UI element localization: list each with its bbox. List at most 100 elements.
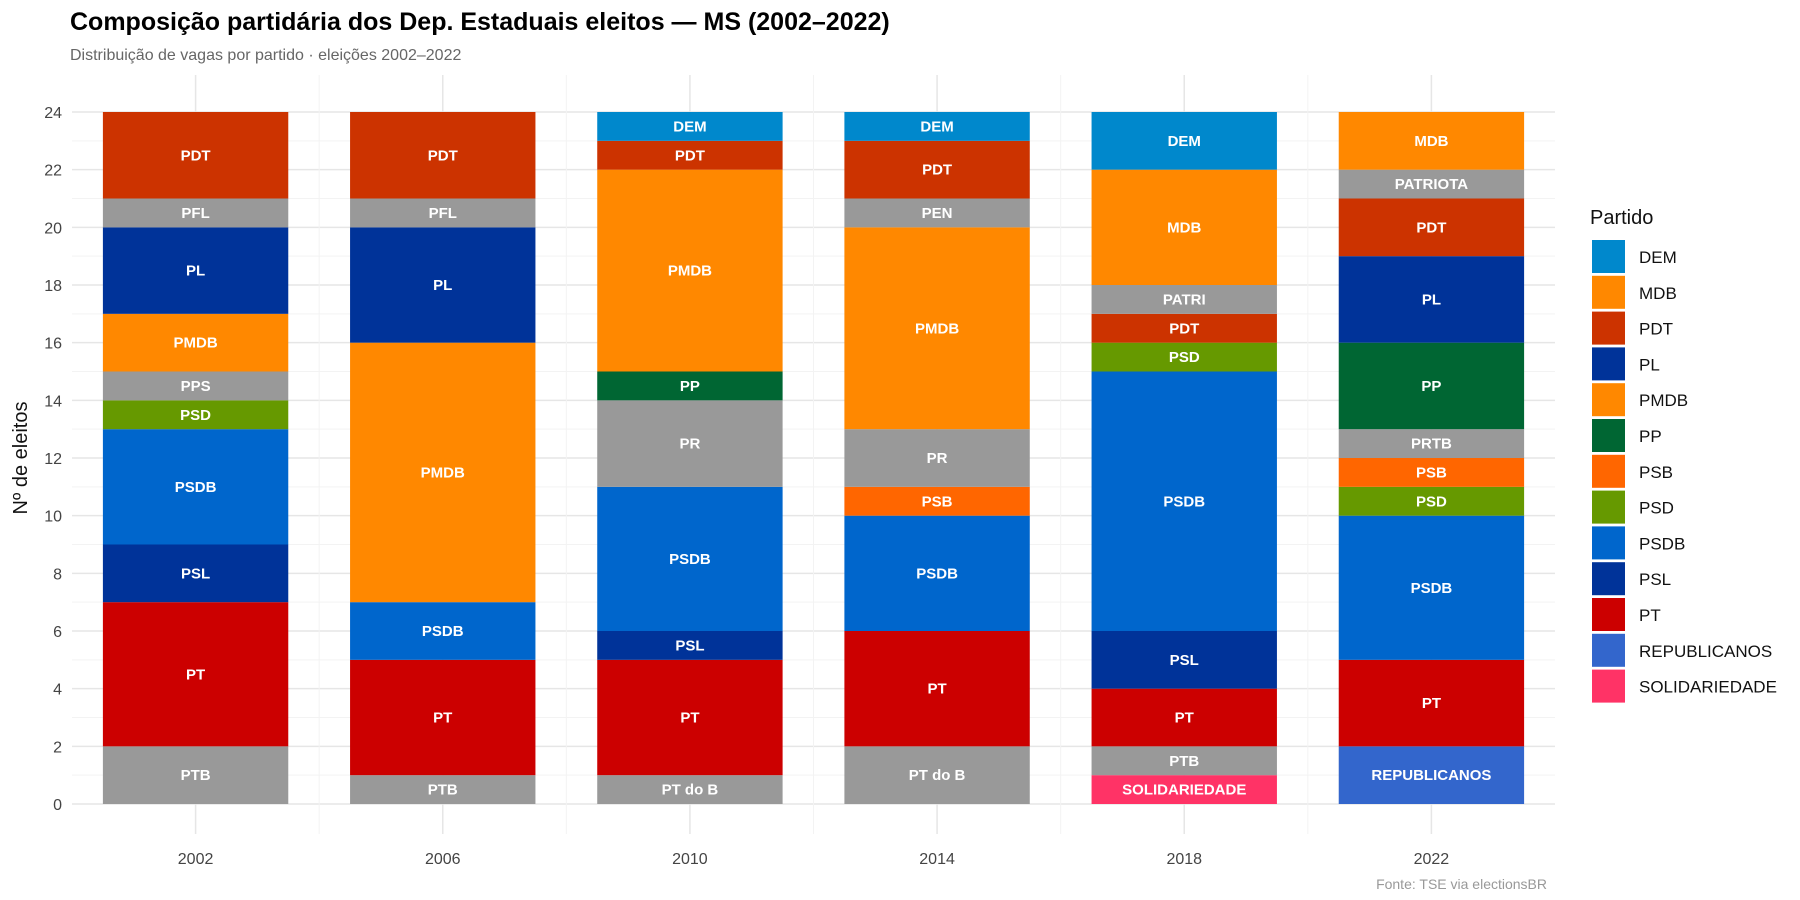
bar-segment [102, 400, 289, 430]
bar-segment [844, 112, 1030, 141]
y-tick-label: 6 [53, 624, 62, 641]
segment-label: PTB [428, 782, 458, 799]
legend-key [1592, 454, 1625, 488]
segment-label: DEM [673, 118, 706, 135]
bar-segment [350, 602, 536, 660]
bar-segment [1091, 371, 1277, 631]
bar-segment [1091, 342, 1277, 372]
segment-label: PL [186, 263, 205, 280]
segment-label: DEM [1168, 133, 1201, 150]
bar-segment [1338, 169, 1525, 199]
bar-segment [1338, 256, 1525, 343]
segment-label: PRTB [1411, 436, 1452, 453]
segment-label: PT [186, 666, 205, 683]
bar-stack-2022: REPUBLICANOS PT PSDB PSD PSB PRTB PP PL PDT PATRI… [1338, 112, 1525, 804]
segment-label: PSB [1416, 464, 1447, 481]
bar-segment [1338, 342, 1525, 430]
legend-label: PT [1639, 606, 1661, 625]
segment-label: PT [927, 681, 946, 698]
bar-stack-2002: PTB PT PSL PSDB PSD PPS PMDB PL PFL PDT [102, 112, 289, 804]
segment-label: PT do B [662, 782, 719, 799]
y-tick-label: 10 [44, 509, 62, 526]
legend-key [1592, 275, 1625, 309]
segment-label: PMDB [915, 320, 959, 337]
bar-segment [844, 198, 1030, 228]
chart-subtitle: Distribuição de vagas por partido · elei… [70, 47, 461, 64]
bar-segment [102, 371, 289, 401]
segment-label: PDT [428, 147, 458, 164]
bar-segment [597, 112, 783, 141]
segment-label: PFL [429, 205, 457, 222]
segment-label: PL [433, 277, 452, 294]
segment-label: PT [433, 710, 452, 727]
bar-segment [350, 112, 536, 199]
bar-segment [102, 112, 289, 199]
legend-label: PSD [1639, 499, 1674, 518]
bar-segment [597, 775, 783, 804]
segment-label: DEM [920, 118, 953, 135]
segment-label: MDB [1167, 219, 1201, 236]
segment-label: PSDB [175, 479, 217, 496]
legend-label: PMDB [1639, 391, 1688, 410]
bar-segment [1091, 688, 1277, 747]
legend-label: PP [1639, 427, 1662, 446]
y-tick-label: 24 [44, 105, 62, 122]
segment-label: PMDB [173, 335, 217, 352]
x-tick-label: 2018 [1166, 851, 1202, 868]
legend-label: PL [1639, 355, 1660, 374]
legend-key [1592, 598, 1625, 631]
bar-segment [350, 227, 536, 343]
segment-label: PSD [180, 407, 211, 424]
legend-key [1592, 240, 1625, 273]
y-tick-label: 12 [44, 451, 62, 468]
x-tick-label: 2006 [425, 851, 461, 868]
segment-label: MDB [1414, 133, 1448, 150]
x-axis-ticks: 2002 2006 2010 2014 2018 2022 [178, 851, 1450, 868]
bar-segment [1091, 746, 1277, 776]
y-tick-label: 16 [44, 336, 62, 353]
segment-label: PT [1422, 695, 1441, 712]
segment-label: PDT [922, 162, 952, 179]
segment-label: PT [680, 710, 699, 727]
bar-segment [1091, 313, 1277, 343]
legend-key [1592, 669, 1625, 703]
segment-label: PSB [922, 493, 953, 510]
segment-label: PATRI [1163, 291, 1206, 308]
legend-key [1592, 383, 1625, 417]
segment-label: PR [679, 436, 700, 453]
bar-stack-2014: PT do B PT PSDB PSB PR PMDB PEN PDT DEM [844, 112, 1030, 804]
legend-key [1592, 526, 1625, 560]
segment-label: PSDB [1163, 493, 1205, 510]
y-tick-label: 4 [53, 682, 62, 699]
bar-stack-2010: PT do B PT PSL PSDB PR PP PMDB PDT DEM [597, 112, 783, 804]
legend-label: PSB [1639, 463, 1673, 482]
bar-segment [102, 544, 289, 603]
bar-segment [597, 169, 783, 372]
legend-key [1592, 633, 1625, 667]
bar-segment [1338, 486, 1525, 516]
y-axis-title: Nº de eleitos [10, 402, 32, 515]
legend-key [1592, 490, 1625, 524]
bar-segment [1091, 631, 1277, 689]
bar-segment [1091, 285, 1277, 314]
bar-segment [844, 227, 1030, 430]
segment-label: PP [1421, 378, 1441, 395]
bar-segment [597, 371, 783, 401]
segment-label: PSL [1170, 652, 1199, 669]
bar-segment [844, 429, 1030, 487]
segment-label: PL [1422, 291, 1441, 308]
segment-label: PSDB [1411, 580, 1453, 597]
bar-segment [844, 631, 1030, 747]
segment-label: PDT [675, 147, 705, 164]
segment-label: SOLIDARIEDADE [1122, 782, 1246, 799]
segment-label: PDT [1169, 320, 1199, 337]
segment-label: PFL [181, 205, 209, 222]
legend-title: Partido [1590, 207, 1653, 229]
segment-label: PSDB [422, 623, 464, 640]
bar-segment [102, 313, 289, 372]
segment-label: PDT [181, 147, 211, 164]
segment-label: PR [927, 450, 948, 467]
bar-segment [597, 400, 783, 487]
